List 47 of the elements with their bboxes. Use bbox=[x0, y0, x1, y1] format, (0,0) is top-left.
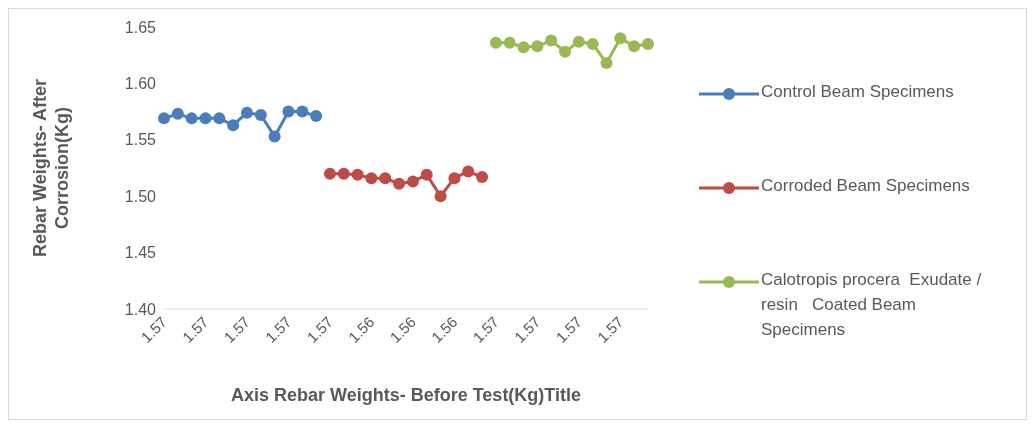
point bbox=[628, 40, 641, 53]
point bbox=[185, 112, 198, 125]
point bbox=[171, 107, 184, 120]
point bbox=[462, 165, 475, 178]
point bbox=[254, 108, 267, 121]
y-tick-label: 1.50 bbox=[124, 187, 157, 205]
point bbox=[268, 130, 281, 143]
point bbox=[365, 172, 378, 185]
point bbox=[531, 40, 544, 53]
point bbox=[420, 168, 433, 181]
point bbox=[158, 112, 170, 125]
point bbox=[503, 36, 516, 49]
y-tick-label: 1.40 bbox=[124, 300, 157, 318]
point bbox=[448, 172, 461, 185]
point bbox=[434, 190, 447, 203]
y-tick-label: 1.45 bbox=[124, 244, 157, 262]
point bbox=[282, 105, 295, 118]
point bbox=[406, 175, 419, 188]
y-tick-label: 1.65 bbox=[124, 18, 157, 36]
point bbox=[213, 112, 226, 125]
point bbox=[476, 171, 489, 184]
point bbox=[545, 34, 558, 47]
point bbox=[517, 41, 530, 54]
legend-label: Calotropis procera Exudate / resin Coated Beam Specimens bbox=[761, 269, 983, 341]
point bbox=[337, 167, 350, 180]
point bbox=[323, 167, 336, 180]
y-axis-title: Rebar Weights- After Corrosion(Kg) bbox=[30, 78, 72, 258]
point bbox=[489, 36, 502, 49]
point bbox=[310, 110, 323, 123]
x-axis-title: Axis Rebar Weights- Before Test(Kg)Title bbox=[230, 385, 582, 405]
point bbox=[586, 37, 599, 50]
point bbox=[351, 168, 364, 181]
legend-label: Corroded Beam Specimens bbox=[761, 175, 971, 197]
y-tick-label: 1.60 bbox=[124, 75, 157, 93]
y-tick-label: 1.55 bbox=[124, 131, 157, 149]
point bbox=[227, 119, 240, 132]
point bbox=[296, 105, 309, 118]
point bbox=[559, 45, 572, 58]
point bbox=[393, 177, 406, 190]
point bbox=[614, 32, 627, 45]
point bbox=[240, 106, 253, 119]
point bbox=[199, 112, 212, 125]
point bbox=[572, 35, 585, 48]
point bbox=[600, 57, 613, 70]
point bbox=[379, 172, 392, 185]
legend-label: Control Beam Specimens bbox=[761, 81, 955, 103]
point bbox=[642, 37, 654, 50]
